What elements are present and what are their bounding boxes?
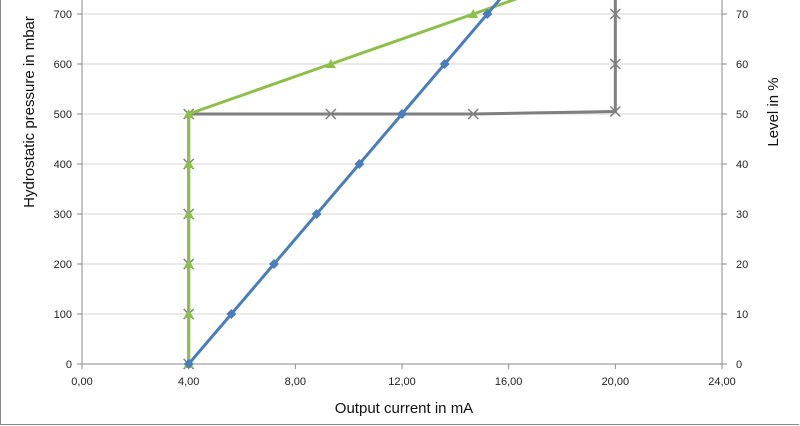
x-tick-label: 4,00 [178,376,199,388]
x-tick-label: 0,00 [71,376,92,388]
data-point [609,105,621,118]
grid-lines [82,13,722,365]
data-point [609,58,621,70]
x-tick-label: 24,00 [708,376,736,388]
data-point [183,309,194,318]
data-point [439,59,450,69]
data-point [183,359,194,369]
x-axis-title: Output current in mA [335,400,473,417]
y2-axis-title: Level in % [765,77,782,146]
y2-tick-label: 20 [736,259,748,271]
y2-tick-label: 30 [736,209,748,221]
data-point [311,209,322,219]
x-tick-label: 20,00 [602,376,630,388]
tick-labels: 0 0 100 10 200 20 300 30 400 40 500 50 600 60 700 70 0,0… [54,9,749,388]
data-point [183,109,194,118]
data-point [183,209,194,218]
data-point [269,259,279,269]
data-point [183,159,194,168]
y2-tick-label: 60 [736,59,748,71]
data-point [467,108,479,120]
x-tick-label: 8,00 [285,376,306,388]
y-tick-label: 700 [54,9,72,21]
series-layer [183,0,621,370]
y-axis-title: Hydrostatic pressure in mbar [21,16,38,208]
data-point [226,309,237,319]
data-point [183,259,194,268]
data-point [609,8,621,20]
y-tick-label: 100 [54,309,72,321]
y2-tick-label: 70 [736,9,748,21]
y-tick-label: 200 [54,259,72,271]
series-line [187,0,617,364]
data-point [325,59,336,68]
y-tick-label: 300 [54,209,72,221]
data-point [354,159,365,169]
y-tick-label: 600 [54,59,72,71]
y2-tick-label: 10 [736,309,748,321]
data-point [325,108,337,120]
x-tick-label: 16,00 [495,376,523,388]
y2-tick-label: 40 [736,159,748,171]
y-tick-label: 400 [54,159,72,171]
y-tick-label: 500 [54,109,72,121]
y2-tick-label: 50 [736,109,748,121]
y-tick-label: 0 [66,359,72,371]
data-point [397,109,407,119]
data-point [468,9,479,18]
series-line [187,0,518,364]
x-tick-label: 12,00 [388,376,416,388]
y2-tick-label: 0 [736,359,742,371]
data-point [482,9,493,19]
